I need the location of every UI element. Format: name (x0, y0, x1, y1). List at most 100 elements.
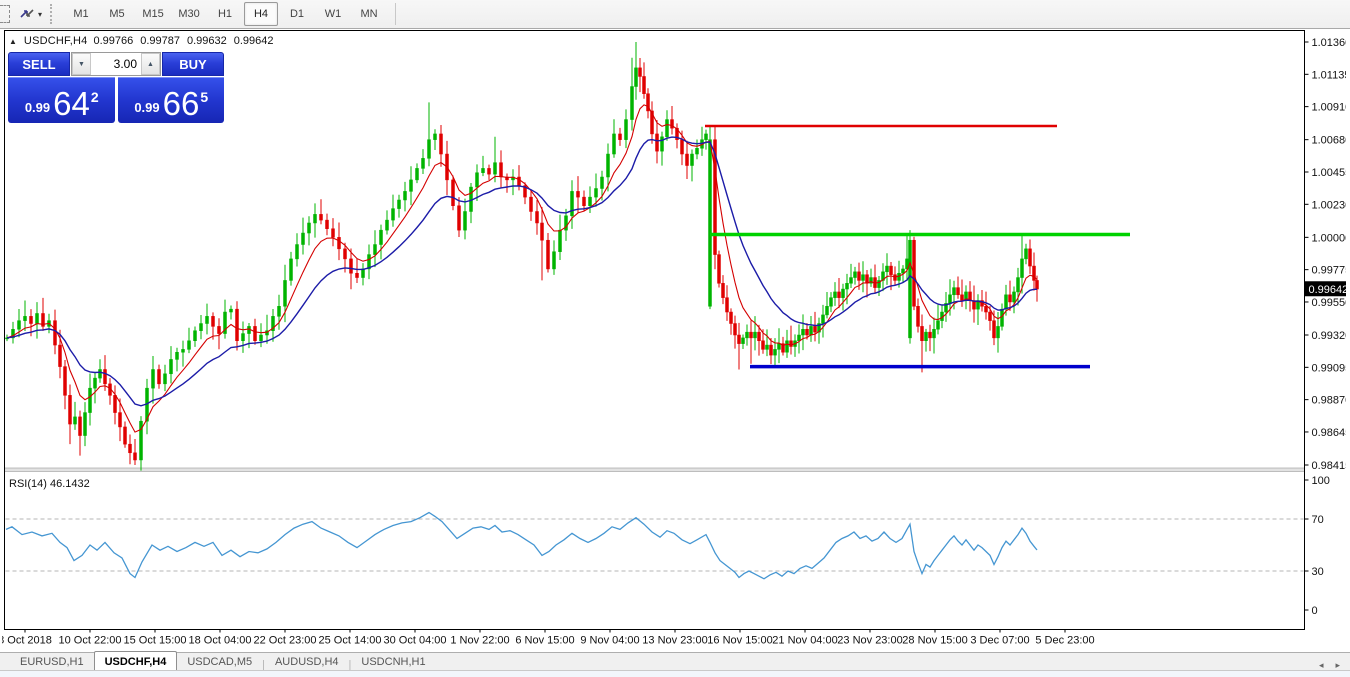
timeframe-button-d1[interactable]: D1 (289, 8, 305, 20)
candle-body (78, 416, 82, 436)
sell-button[interactable]: SELL (8, 52, 70, 76)
candle-body (29, 316, 33, 324)
chart-canvas[interactable]: 1.01360 1.01135 1.00910 1.00680 1.00455 1.002… (2, 30, 1346, 652)
candle-body (277, 306, 281, 317)
timeframe-button-m15[interactable]: M15 (142, 8, 164, 20)
volume-up-button[interactable]: ▲ (141, 53, 160, 75)
collapse-trade-panel-icon[interactable]: ▲ (9, 36, 17, 46)
one-click-trade-panel: SELL ▼ ▲ BUY 0.99 64 2 0.99 66 5 (8, 52, 224, 123)
candle-body (761, 340, 765, 350)
candle-body (379, 229, 383, 245)
buy-price-big: 66 (162, 84, 200, 122)
candle-body (638, 67, 642, 77)
buy-price-box[interactable]: 0.99 66 5 (117, 77, 224, 123)
quote-bar: ▲ USDCHF,H4 0.99766 0.99787 0.99632 0.99… (9, 35, 274, 47)
candle-body (757, 331, 761, 342)
tab-usdchf-h4[interactable]: USDCHF,H4 (93, 651, 178, 671)
timeframe-button-m5[interactable]: M5 (109, 8, 125, 20)
timeframe-button-h1[interactable]: H1 (217, 8, 233, 20)
candle-body (606, 153, 610, 178)
candle-body (1004, 294, 1008, 310)
candle-body (582, 196, 586, 206)
candle-body (271, 316, 275, 331)
candle-body (932, 329, 936, 339)
candle-body (713, 139, 717, 255)
tab-usdcad-m5[interactable]: USDCAD,M5 (187, 656, 253, 668)
sell-price-big: 64 (53, 84, 90, 122)
rsi-line (5, 511, 1038, 580)
candle-body (487, 168, 491, 175)
tab-audusd-h4[interactable]: AUDUSD,H4 (274, 656, 339, 668)
pane-separator[interactable] (4, 467, 1305, 472)
tab-eurusd-h1[interactable]: EURUSD,H1 (20, 656, 84, 668)
candle-body (821, 314, 825, 324)
candle-body (916, 306, 920, 327)
candle-body (63, 366, 67, 396)
candle-body (193, 330, 197, 342)
axis-label: 100 (1312, 475, 1330, 487)
candle-body (457, 205, 461, 231)
volume-down-button[interactable]: ▼ (72, 53, 91, 75)
candle-body (920, 326, 924, 342)
candle-body (1028, 248, 1032, 267)
candle-body (741, 337, 745, 344)
candle-body (845, 283, 849, 290)
timeframe-button-m30[interactable]: M30 (178, 8, 200, 20)
toolbar-grip[interactable] (50, 4, 57, 24)
candle-body (948, 294, 952, 304)
axis-label: 8 Oct 2018 (2, 635, 52, 647)
axis-label: 1.00230 (1312, 199, 1347, 211)
timeframe-button-m1[interactable]: M1 (73, 8, 89, 20)
candle-body (600, 176, 604, 189)
candle-body (391, 208, 395, 221)
sell-price-prefix: 0.99 (24, 100, 51, 115)
timeframe-button-w1[interactable]: W1 (324, 8, 342, 20)
candle-body (1024, 248, 1028, 260)
candle-body (259, 334, 263, 342)
tab-scroll-left-icon[interactable]: ◂ (1318, 660, 1324, 670)
axis-label: 0.98645 (1312, 427, 1347, 439)
candle-body (841, 288, 845, 298)
candle-body (17, 320, 21, 330)
tile-windows-icon[interactable] (17, 5, 37, 23)
candle-body (463, 211, 467, 231)
status-bar (0, 670, 1350, 677)
candle-body (857, 271, 861, 281)
sell-price-box[interactable]: 0.99 64 2 (8, 77, 115, 123)
quote-open: 0.99766 (93, 35, 134, 47)
axis-label: 6 Nov 15:00 (515, 635, 574, 647)
candle-body (169, 359, 173, 375)
dropdown-caret-icon[interactable]: ▾ (38, 9, 43, 19)
timeframe-button-mn[interactable]: MN (360, 8, 378, 20)
tab-separator: | (348, 659, 352, 671)
candle-body (139, 420, 143, 461)
candle-body (956, 287, 960, 296)
tab-usdcnh-h1[interactable]: USDCNH,H1 (361, 656, 426, 668)
candle-body (73, 416, 77, 425)
candle-body (325, 219, 329, 229)
buy-button[interactable]: BUY (162, 52, 224, 76)
candle-body (849, 277, 853, 284)
axis-label: 13 Nov 23:00 (642, 635, 707, 647)
candle-body (992, 320, 996, 339)
candle-body (433, 133, 437, 140)
candle-body (88, 387, 92, 413)
partial-toolbar-icon[interactable] (0, 5, 10, 23)
timeframe-button-h4[interactable]: H4 (244, 2, 279, 26)
candle-body (885, 265, 889, 273)
tab-scroll-right-icon[interactable]: ▸ (1335, 660, 1340, 670)
candle-body (725, 297, 729, 313)
volume-spinner: ▼ ▲ (71, 52, 161, 76)
volume-input[interactable] (91, 53, 141, 75)
candle-body (283, 280, 287, 307)
candle-body (833, 291, 837, 298)
axis-label: 1 Nov 22:00 (450, 635, 509, 647)
candle-body (517, 176, 521, 186)
axis-label: 0.98415 (1312, 460, 1347, 472)
axis-label: 16 Nov 15:00 (707, 635, 772, 647)
candle-body (797, 334, 801, 342)
candle-body (546, 239, 550, 270)
sell-price-sup: 2 (90, 89, 99, 105)
candle-body (397, 199, 401, 209)
candle-body (1008, 294, 1012, 303)
